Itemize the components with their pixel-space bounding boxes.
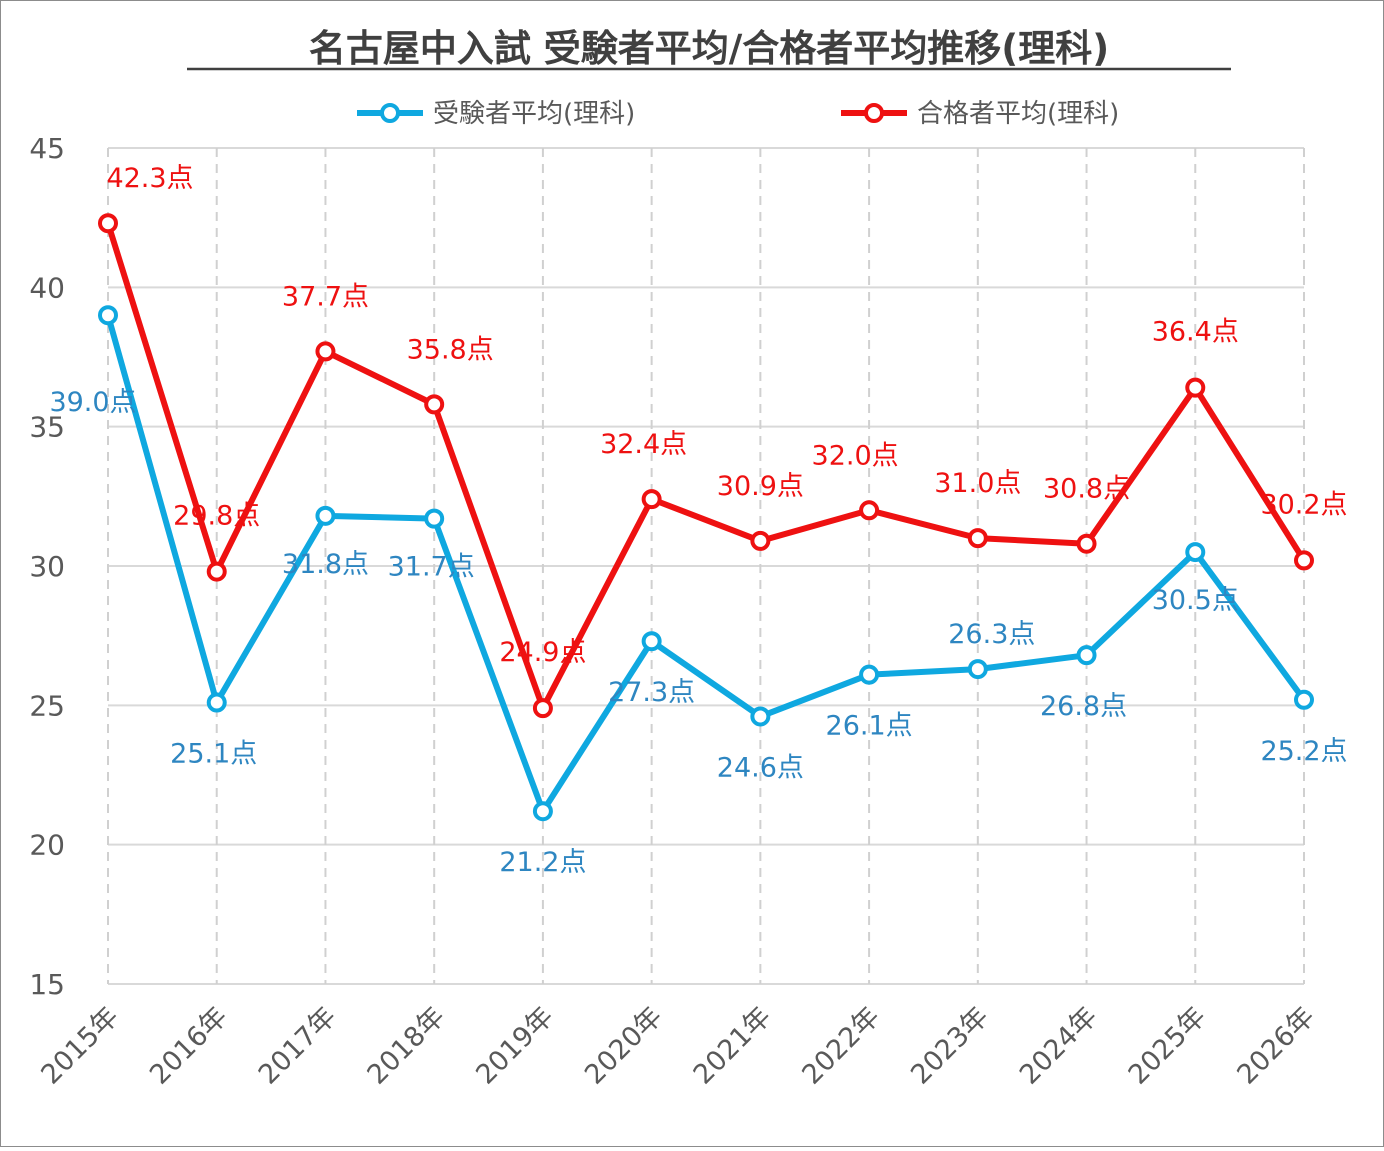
x-tick-label: 2017年: [253, 1001, 343, 1091]
data-label: 21.2点: [499, 847, 586, 878]
data-labels: 39.0点 25.1点 31.8点 31.7点 21.2点 27.3点 24.6点 26.1点…: [49, 163, 1347, 878]
legend-label-passers: 合格者平均(理科): [917, 99, 1119, 129]
legend-label-applicants: 受験者平均(理科): [433, 99, 635, 129]
x-tick-label: 2025年: [1123, 1001, 1213, 1091]
data-point: [1294, 550, 1314, 571]
series-layer: [98, 213, 1314, 822]
x-axis: 2015年 2016年 2017年 2018年 2019年 2020年 2021年 2022年…: [35, 1001, 1321, 1091]
data-point: [532, 801, 553, 822]
data-point: [424, 394, 445, 415]
y-tick-label: 30: [29, 550, 65, 583]
data-point: [1294, 689, 1314, 710]
data-label: 30.8点: [1043, 474, 1130, 505]
x-tick-label: 2026年: [1231, 1001, 1321, 1091]
data-point: [424, 508, 445, 529]
data-point: [1076, 645, 1097, 666]
x-tick-label: 2015年: [35, 1001, 125, 1091]
data-label: 31.8点: [282, 549, 369, 580]
data-label: 25.2点: [1260, 736, 1347, 767]
data-point: [1185, 377, 1206, 398]
data-label: 42.3点: [106, 163, 193, 194]
data-label: 26.8点: [1040, 691, 1127, 722]
chart-title: 名古屋中入試 受験者平均/合格者平均推移(理科): [309, 27, 1109, 70]
x-tick-label: 2020年: [579, 1001, 669, 1091]
data-label: 27.3点: [608, 677, 695, 708]
y-tick-label: 45: [29, 132, 65, 165]
x-tick-label: 2023年: [905, 1001, 995, 1091]
data-label: 32.0点: [812, 440, 899, 471]
data-point: [967, 528, 988, 549]
data-label: 35.8点: [407, 334, 494, 365]
data-label: 30.2点: [1260, 489, 1347, 520]
y-tick-label: 40: [29, 271, 65, 304]
data-point: [1185, 542, 1206, 563]
data-point: [859, 664, 880, 685]
data-point: [641, 489, 662, 510]
data-point: [532, 698, 553, 719]
data-point: [315, 341, 336, 362]
y-tick-label: 15: [29, 968, 65, 1001]
data-label: 29.8点: [173, 501, 260, 532]
data-point: [641, 631, 662, 652]
data-label: 25.1点: [170, 739, 257, 770]
data-label: 31.0点: [934, 468, 1021, 499]
y-tick-label: 20: [29, 829, 65, 862]
data-label: 24.6点: [717, 752, 804, 783]
data-point: [967, 659, 988, 680]
data-point: [1076, 533, 1097, 554]
x-tick-label: 2016年: [144, 1001, 234, 1091]
data-label: 30.9点: [717, 471, 804, 502]
x-tick-label: 2019年: [470, 1001, 560, 1091]
data-label: 39.0点: [49, 387, 136, 418]
data-label: 36.4点: [1152, 317, 1239, 348]
data-point: [206, 692, 227, 713]
data-label: 32.4点: [600, 429, 687, 460]
series-line-1: [105, 220, 1307, 712]
data-label: 26.3点: [948, 619, 1035, 650]
series-line-0: [105, 312, 1307, 815]
x-tick-label: 2021年: [688, 1001, 778, 1091]
y-axis: 15 20 25 30 35 40 45: [29, 132, 65, 1001]
data-label: 37.7点: [282, 281, 369, 312]
y-tick-label: 35: [29, 411, 65, 444]
data-point: [98, 305, 118, 326]
x-tick-label: 2018年: [362, 1001, 452, 1091]
x-tick-label: 2022年: [796, 1001, 886, 1091]
x-tick-label: 2024年: [1014, 1001, 1104, 1091]
data-point: [859, 500, 880, 521]
y-tick-label: 25: [29, 689, 65, 722]
data-label: 31.7点: [388, 552, 475, 583]
data-point: [315, 505, 336, 526]
data-point: [750, 530, 771, 551]
data-label: 26.1点: [826, 711, 913, 742]
legend-item-applicants: 受験者平均(理科): [357, 99, 635, 129]
data-point: [750, 706, 771, 727]
data-point: [206, 561, 227, 582]
data-label: 24.9点: [499, 637, 586, 668]
data-label: 30.5点: [1152, 585, 1239, 616]
legend: 受験者平均(理科) 合格者平均(理科): [357, 99, 1119, 129]
legend-item-passers: 合格者平均(理科): [841, 99, 1119, 129]
data-point: [98, 213, 118, 234]
